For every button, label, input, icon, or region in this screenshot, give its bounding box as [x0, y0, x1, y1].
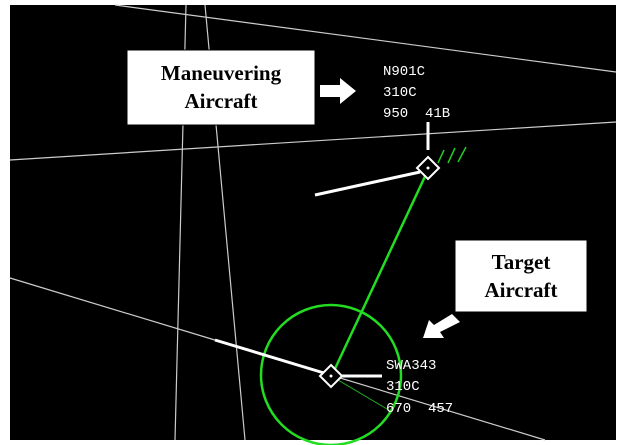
target-trail: [332, 376, 393, 413]
airway: [114, 4, 617, 73]
velocity-vector: [314, 170, 421, 197]
data-block-line: N901C: [383, 64, 425, 80]
data-block-line: 950 41B: [383, 106, 450, 122]
history-marks: [437, 146, 467, 164]
velocity-vector: [214, 338, 325, 375]
symbol-dot: [426, 166, 430, 170]
callout-text: Target: [492, 250, 551, 274]
airway: [9, 121, 617, 161]
target-circle: [259, 303, 403, 445]
data-block-line: 310C: [386, 379, 420, 395]
callout-arrow: [423, 314, 460, 338]
data-block-line: 310C: [383, 85, 417, 101]
symbol-dot: [329, 374, 333, 378]
callout-text: Maneuvering: [161, 61, 282, 85]
pairing-line: [331, 169, 430, 374]
callout-text: Aircraft: [184, 89, 257, 113]
data-block-line: 670 457: [386, 401, 453, 417]
callout-text: Aircraft: [484, 278, 557, 302]
callout-box: [454, 239, 588, 313]
callout-box: [126, 49, 316, 126]
callout-arrow: [320, 78, 356, 104]
data-block-line: SWA343: [386, 358, 436, 374]
